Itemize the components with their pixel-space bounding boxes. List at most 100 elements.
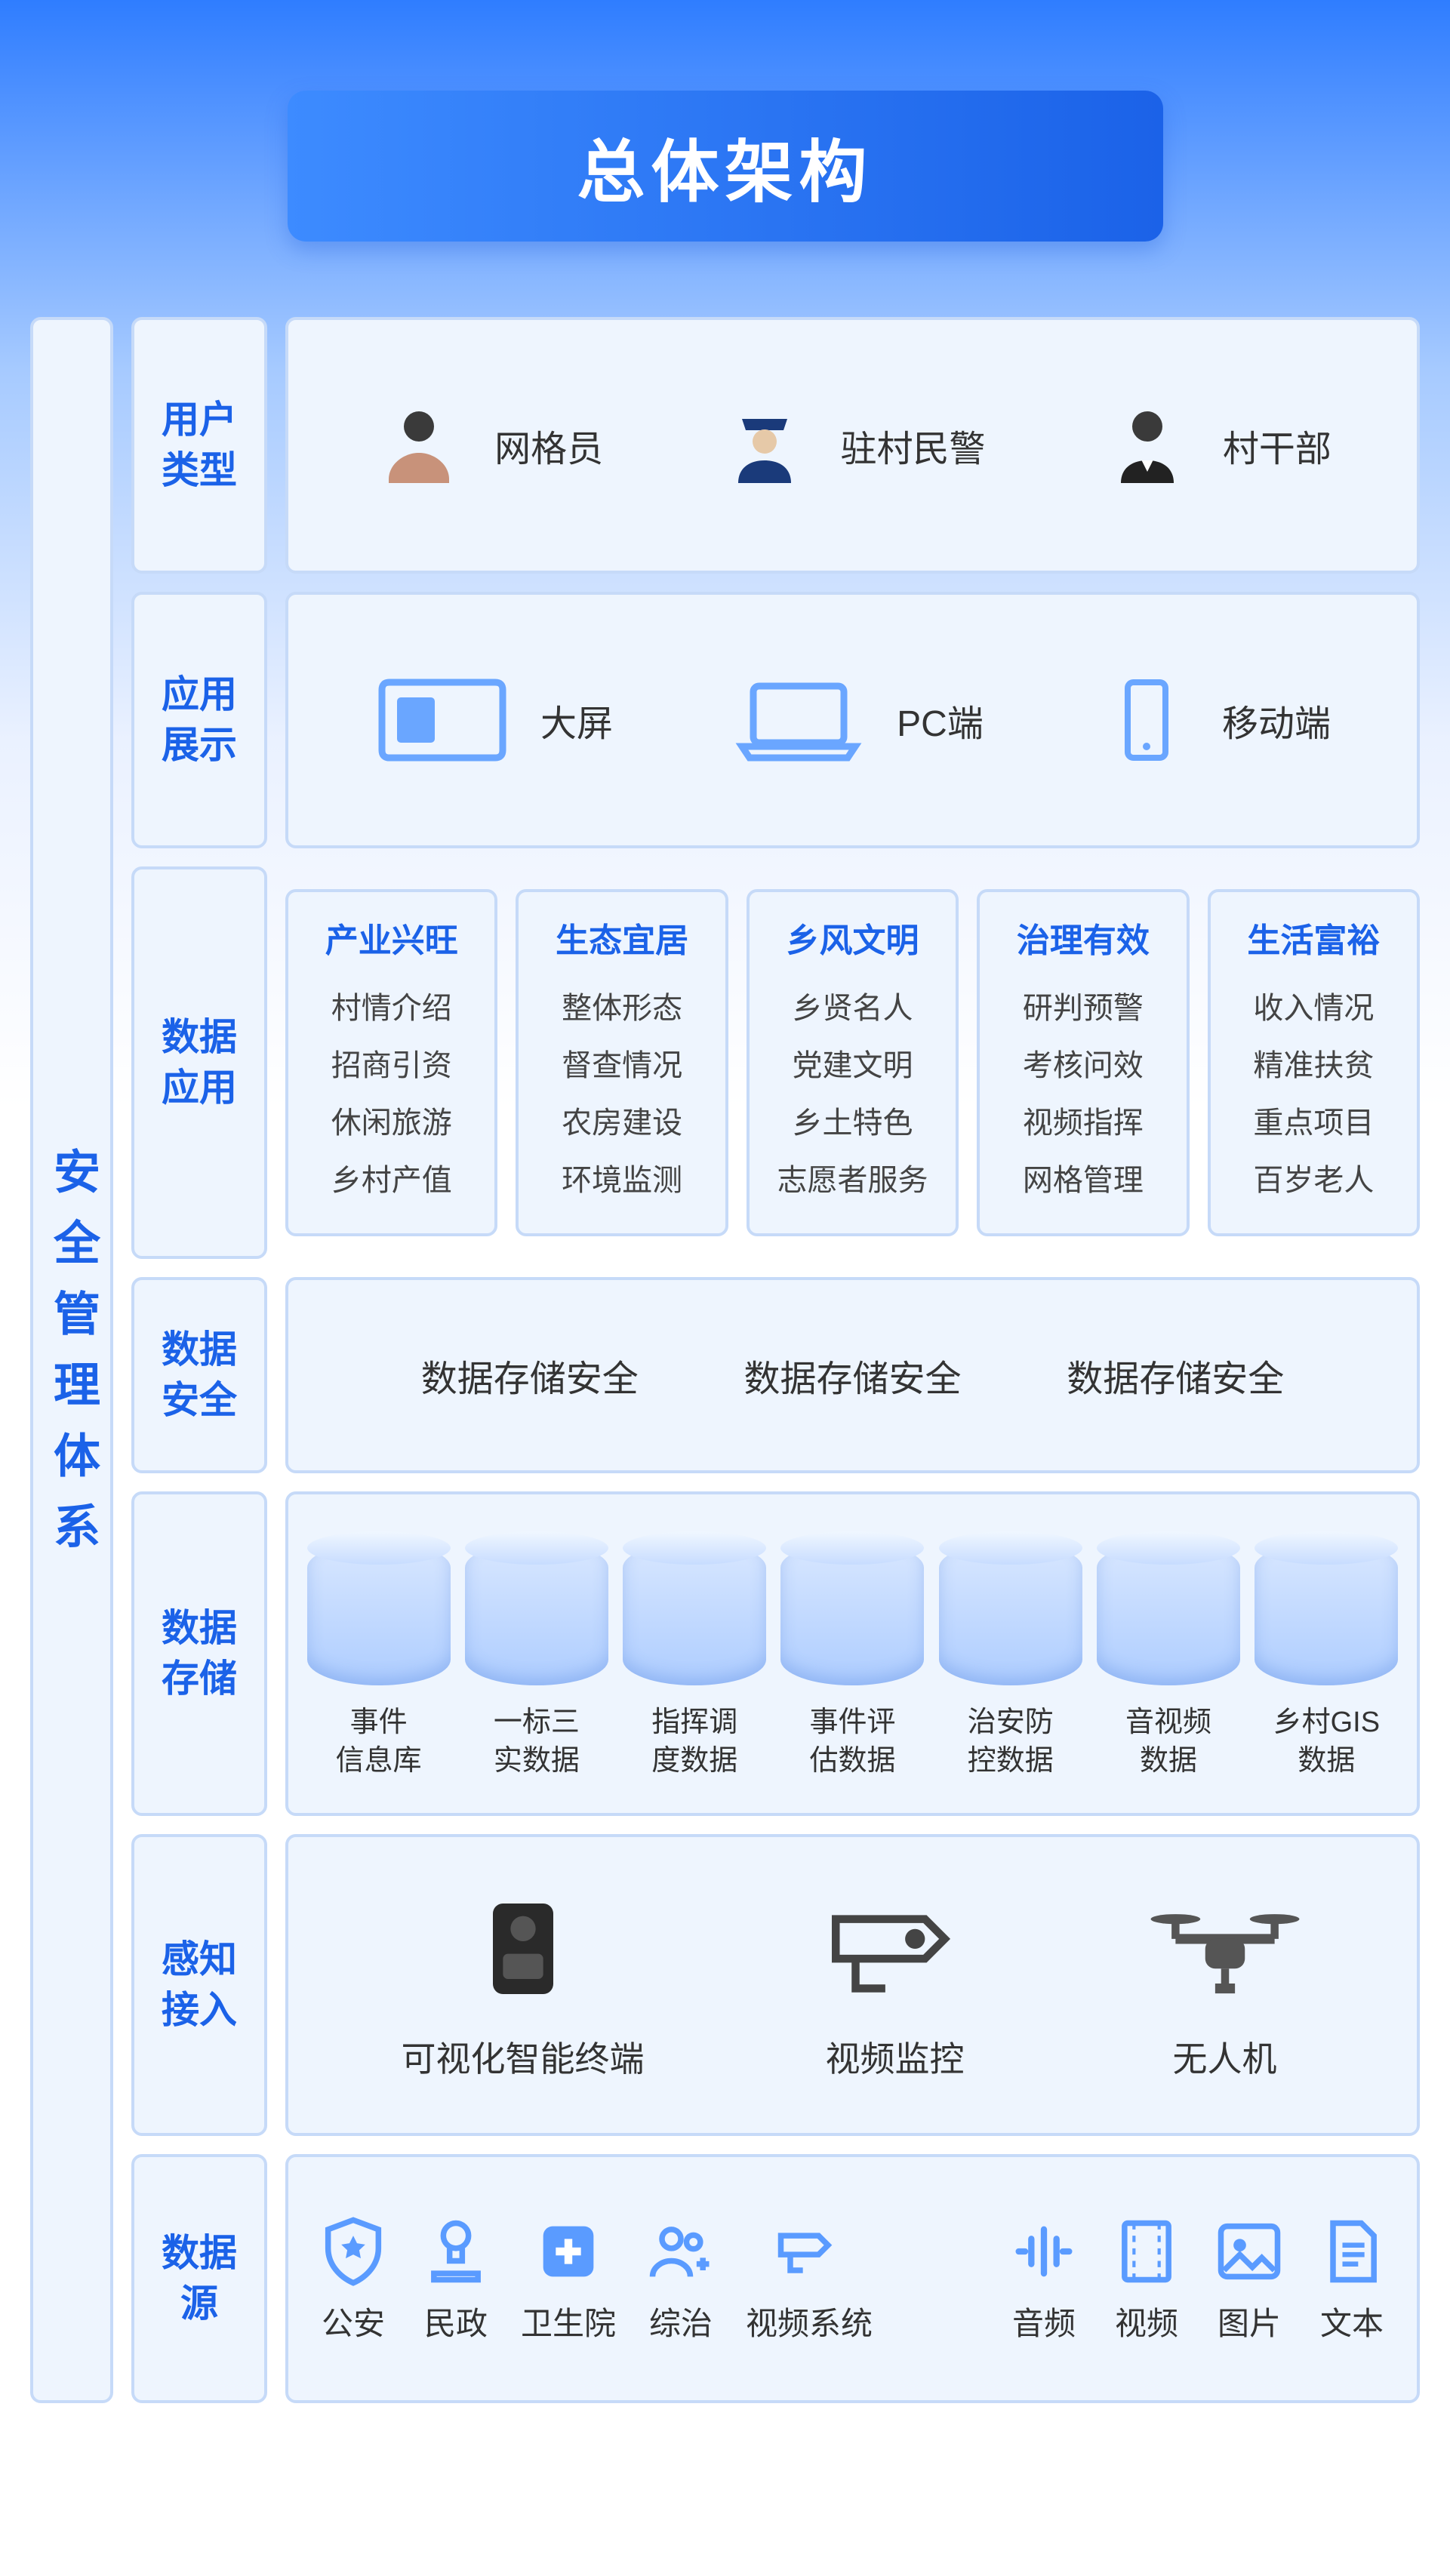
cyl-2: 指挥调 度数据	[620, 1542, 770, 1781]
perception-terminal-label: 可视化智能终端	[402, 2032, 645, 2082]
src-civil: 民政	[418, 2214, 494, 2344]
card-ecology-title: 生态宜居	[556, 913, 688, 962]
user-cadre-label: 村干部	[1223, 419, 1331, 472]
card-governance-title: 治理有效	[1017, 913, 1150, 962]
card-prosperity: 生活富裕 收入情况 精准扶贫 重点项目 百岁老人	[1208, 889, 1420, 1236]
sidebar-label: 安全管理体系	[38, 1147, 106, 1573]
src-image: 图片	[1211, 2214, 1287, 2344]
cyl-6: 乡村GIS 数据	[1251, 1542, 1402, 1781]
text-icon	[1314, 2214, 1390, 2289]
cylinder-icon	[1097, 1542, 1240, 1685]
row-display: 应用 展示 大屏 PC端	[131, 592, 1420, 848]
phone-icon	[1101, 675, 1192, 765]
perception-cctv: 视频监控	[816, 1888, 974, 2082]
row-label-display: 应用 展示	[131, 592, 267, 848]
hospital-icon	[531, 2214, 606, 2289]
police-icon	[719, 400, 810, 491]
security-item-2: 数据存储安全	[1067, 1349, 1284, 1402]
user-grid-officer: 网格员	[374, 400, 603, 491]
shield-icon	[316, 2214, 391, 2289]
row-body-data-security: 数据存储安全 数据存储安全 数据存储安全	[285, 1277, 1420, 1473]
display-pc: PC端	[731, 675, 984, 765]
row-body-display: 大屏 PC端 移动端	[285, 592, 1420, 848]
image-icon	[1211, 2214, 1287, 2289]
cyl-5: 音视频 数据	[1093, 1542, 1243, 1781]
display-big-screen: 大屏	[374, 675, 613, 765]
cylinder-icon	[1255, 1542, 1398, 1685]
display-pc-label: PC端	[897, 694, 984, 746]
row-user-types: 用户 类型 网格员 驻村民警	[131, 317, 1420, 574]
row-data-storage: 数据 存储 事件 信息库 一标三 实数据 指挥调 度数据 事件评 估数据 治安防…	[131, 1491, 1420, 1816]
security-item-1: 数据存储安全	[743, 1349, 961, 1402]
row-body-data-app: 产业兴旺 村情介绍 招商引资 休闲旅游 乡村产值 生态宜居 整体形态 督查情况 …	[285, 866, 1420, 1259]
terminal-icon	[444, 1888, 602, 2009]
display-mobile-label: 移动端	[1222, 694, 1331, 746]
cadre-icon	[1102, 400, 1193, 491]
user-grid-officer-label: 网格员	[494, 419, 603, 472]
camera-icon	[771, 2214, 847, 2289]
display-big-screen-label: 大屏	[540, 694, 613, 746]
sidebar-security: 安全管理体系	[30, 317, 113, 2403]
main-frame: 安全管理体系 用户 类型 网格员	[30, 317, 1420, 2403]
row-label-data-app: 数据 应用	[131, 866, 267, 1259]
grid-officer-icon	[374, 400, 464, 491]
perception-drone-label: 无人机	[1173, 2032, 1277, 2082]
display-mobile: 移动端	[1101, 675, 1331, 765]
row-data-security: 数据 安全 数据存储安全 数据存储安全 数据存储安全	[131, 1277, 1420, 1473]
row-body-perception: 可视化智能终端 视频监控 无人机	[285, 1834, 1420, 2136]
row-data-app: 数据 应用 产业兴旺 村情介绍 招商引资 休闲旅游 乡村产值 生态宜居 整体形态…	[131, 866, 1420, 1259]
card-culture-title: 乡风文明	[787, 913, 919, 962]
src-text: 文本	[1314, 2214, 1390, 2344]
perception-cctv-label: 视频监控	[826, 2032, 965, 2082]
row-label-data-source: 数据 源	[131, 2154, 267, 2403]
source-right-group: 音频 视频 图片 文本	[1006, 2214, 1390, 2344]
row-body-data-source: 公安 民政 卫生院 综治	[285, 2154, 1420, 2403]
cylinder-icon	[307, 1542, 451, 1685]
cylinder-icon	[939, 1542, 1082, 1685]
people-icon	[643, 2214, 719, 2289]
row-label-data-security: 数据 安全	[131, 1277, 267, 1473]
src-hospital: 卫生院	[521, 2214, 616, 2344]
cctv-icon	[816, 1888, 974, 2009]
row-label-perception: 感知 接入	[131, 1834, 267, 2136]
title-banner: 总体架构	[288, 91, 1163, 242]
user-police-label: 驻村民警	[840, 419, 985, 472]
video-icon	[1109, 2214, 1184, 2289]
cyl-4: 治安防 控数据	[935, 1542, 1085, 1781]
row-data-source: 数据 源 公安 民政 卫生院	[131, 2154, 1420, 2403]
architecture-diagram: 总体架构 安全管理体系 用户 类型 网格员	[0, 0, 1450, 2464]
stamp-icon	[418, 2214, 494, 2289]
user-cadre: 村干部	[1102, 400, 1331, 491]
row-label-user-types: 用户 类型	[131, 317, 267, 574]
card-culture: 乡风文明 乡贤名人 党建文明 乡土特色 志愿者服务	[747, 889, 959, 1236]
cyl-1: 一标三 实数据	[461, 1542, 611, 1781]
row-body-data-storage: 事件 信息库 一标三 实数据 指挥调 度数据 事件评 估数据 治安防 控数据 音…	[285, 1491, 1420, 1816]
cylinder-icon	[780, 1542, 924, 1685]
card-industry-title: 产业兴旺	[325, 913, 458, 962]
card-industry: 产业兴旺 村情介绍 招商引资 休闲旅游 乡村产值	[285, 889, 497, 1236]
audio-icon	[1006, 2214, 1082, 2289]
security-item-0: 数据存储安全	[421, 1349, 639, 1402]
src-video-sys: 视频系统	[746, 2214, 873, 2344]
src-governance: 综治	[643, 2214, 719, 2344]
card-prosperity-title: 生活富裕	[1247, 913, 1380, 962]
drone-icon	[1146, 1888, 1304, 2009]
laptop-icon	[731, 675, 867, 765]
perception-terminal: 可视化智能终端	[402, 1888, 645, 2082]
page-title: 总体架构	[577, 117, 873, 215]
row-perception: 感知 接入 可视化智能终端 视频监控	[131, 1834, 1420, 2136]
source-left-group: 公安 民政 卫生院 综治	[316, 2214, 873, 2344]
user-police: 驻村民警	[719, 400, 985, 491]
card-governance: 治理有效 研判预警 考核问效 视频指挥 网格管理	[977, 889, 1189, 1236]
rows-container: 用户 类型 网格员 驻村民警	[131, 317, 1420, 2403]
cylinder-icon	[623, 1542, 766, 1685]
row-label-data-storage: 数据 存储	[131, 1491, 267, 1816]
cylinder-icon	[465, 1542, 608, 1685]
src-audio: 音频	[1006, 2214, 1082, 2344]
src-police: 公安	[316, 2214, 391, 2344]
big-screen-icon	[374, 675, 510, 765]
card-ecology: 生态宜居 整体形态 督查情况 农房建设 环境监测	[516, 889, 728, 1236]
row-body-user-types: 网格员 驻村民警 村干部	[285, 317, 1420, 574]
cyl-0: 事件 信息库	[303, 1542, 454, 1781]
perception-drone: 无人机	[1146, 1888, 1304, 2082]
